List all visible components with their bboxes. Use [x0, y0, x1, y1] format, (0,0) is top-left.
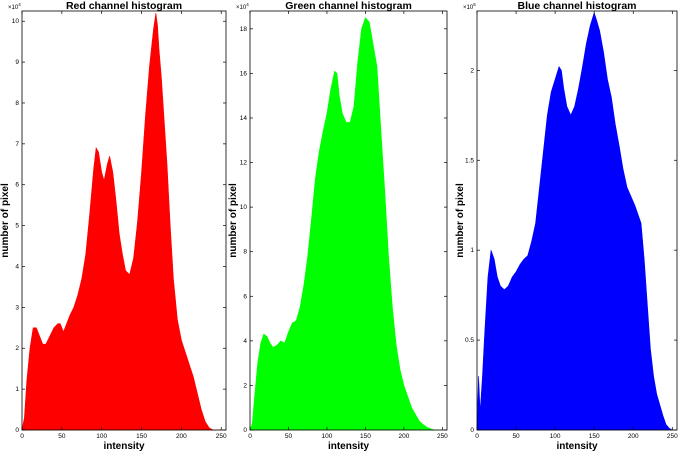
x-tick-label: 200 — [176, 433, 187, 440]
y-tick-label: 14 — [240, 115, 248, 122]
histogram-area — [21, 12, 223, 431]
histogram-panel: 0 50 100 150 200 250 0 1 2 3 4 5 6 7 8 9 10 ×104 Red chann… — [0, 0, 227, 452]
y-tick-label: 0 — [243, 427, 247, 434]
y-tick-label: 4 — [15, 263, 19, 270]
y-tick-label: 6 — [15, 182, 19, 189]
y-tick-label: 18 — [240, 26, 248, 33]
y-tick-label: 10 — [240, 204, 248, 211]
y-tick-label: 0 — [15, 427, 19, 434]
y-axis-multiplier: ×104 — [8, 2, 21, 11]
chart-title: Green channel histogram — [285, 0, 412, 12]
y-tick-label: 2 — [470, 67, 474, 74]
x-tick-label: 150 — [589, 433, 600, 440]
x-tick-label: 150 — [360, 433, 371, 440]
x-tick-label: 150 — [136, 433, 147, 440]
y-tick-label: 5 — [15, 223, 19, 230]
y-tick-label: 2 — [243, 382, 247, 389]
y-tick-label: 1 — [15, 386, 19, 393]
y-axis-label: number of pixel — [228, 183, 239, 258]
y-tick-label: 3 — [15, 304, 19, 311]
plot-frame — [21, 10, 227, 431]
chart-title: Blue channel histogram — [517, 0, 636, 12]
x-tick-label: 0 — [20, 433, 24, 440]
histogram-area — [476, 11, 676, 431]
y-axis-multiplier: ×104 — [236, 2, 249, 11]
y-tick-label: 10 — [12, 18, 20, 25]
chart-title: Red channel histogram — [66, 0, 182, 12]
y-tick-label: 0 — [470, 427, 474, 434]
x-tick-label: 250 — [667, 433, 678, 440]
y-tick-label: 1.5 — [465, 157, 474, 164]
x-tick-label: 200 — [398, 433, 409, 440]
y-tick-label: 0.5 — [465, 337, 474, 344]
y-axis-multiplier: ×105 — [463, 2, 476, 11]
y-tick-label: 12 — [240, 160, 248, 167]
y-tick-label: 1 — [470, 247, 474, 254]
y-tick-label: 6 — [243, 293, 247, 300]
x-tick-label: 50 — [512, 433, 520, 440]
x-tick-label: 50 — [285, 433, 293, 440]
plot-frame — [476, 10, 678, 431]
y-tick-label: 8 — [243, 249, 247, 256]
plot-frame — [249, 10, 448, 431]
histogram-area — [249, 17, 443, 431]
y-tick-label: 7 — [15, 141, 19, 148]
x-tick-label: 0 — [248, 433, 252, 440]
y-tick-label: 2 — [15, 345, 19, 352]
x-tick-label: 0 — [475, 433, 479, 440]
x-tick-label: 100 — [322, 433, 333, 440]
x-axis-label: intensity — [328, 441, 370, 452]
histogram-panel: 0 50 100 150 200 250 0 0.5 1 1.5 2 ×105 Blue channel… — [455, 0, 678, 452]
histogram-panel: 0 50 100 150 200 250 0 2 4 6 8 10 12 14 16 18 ×104 Green … — [228, 0, 448, 452]
y-axis-label: number of pixel — [455, 183, 466, 258]
y-tick-label: 9 — [15, 59, 19, 66]
x-tick-label: 100 — [550, 433, 561, 440]
x-axis-label: intensity — [103, 441, 145, 452]
x-tick-label: 250 — [437, 433, 448, 440]
x-tick-label: 50 — [58, 433, 66, 440]
y-axis-label: number of pixel — [0, 183, 11, 258]
y-tick-label: 8 — [15, 100, 19, 107]
x-tick-label: 250 — [216, 433, 227, 440]
x-axis-label: intensity — [556, 441, 598, 452]
x-tick-label: 100 — [96, 433, 107, 440]
y-tick-label: 16 — [240, 70, 248, 77]
x-tick-label: 200 — [628, 433, 639, 440]
y-tick-label: 4 — [243, 338, 247, 345]
